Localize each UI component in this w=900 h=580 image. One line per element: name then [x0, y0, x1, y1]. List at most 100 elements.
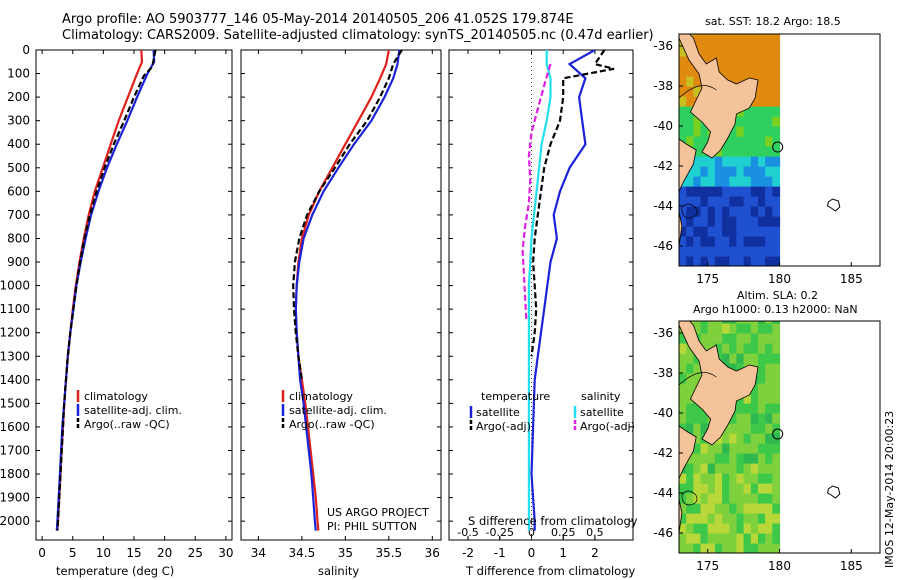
map-cell	[750, 34, 759, 37]
map-cell	[722, 353, 730, 364]
map-cell	[736, 216, 745, 227]
map-cell	[729, 433, 738, 444]
map-cell	[743, 216, 752, 227]
map-cell	[714, 46, 723, 57]
map-cell	[765, 321, 773, 324]
s-difference-axis-label: S difference from climatology	[468, 514, 638, 528]
map-cell	[743, 533, 752, 544]
map-cell	[758, 236, 766, 247]
map-cell	[686, 166, 694, 177]
y-tick-label: 400	[7, 137, 30, 151]
map-cell	[765, 216, 773, 227]
map-cell	[772, 96, 781, 107]
map-cell	[714, 176, 723, 187]
project-label: US ARGO PROJECT	[327, 506, 429, 519]
map-cell	[758, 343, 766, 354]
map-cell	[736, 533, 745, 544]
map-cell	[758, 146, 766, 157]
map-cell	[693, 503, 702, 514]
map-cell	[679, 236, 687, 247]
map-cell	[750, 503, 759, 514]
series-line-salinity-satellite	[527, 50, 552, 531]
map-y-tick-label: -42	[653, 446, 673, 460]
map-cell	[758, 503, 766, 514]
map-cell	[743, 116, 752, 127]
map-cell	[686, 373, 694, 384]
map-cell	[743, 146, 752, 157]
map-cell	[700, 493, 709, 504]
map-cell	[736, 166, 745, 177]
map-cell	[679, 96, 687, 107]
map-cell	[750, 196, 759, 207]
map-cell	[693, 533, 702, 544]
map-cell	[707, 34, 716, 37]
series-group	[521, 50, 615, 531]
map-cell	[714, 226, 723, 237]
map-cell	[743, 403, 752, 414]
map-cell	[765, 453, 773, 464]
map-cell	[750, 323, 759, 334]
map-cell	[693, 323, 702, 334]
map-cell	[707, 256, 716, 266]
map-cell	[729, 236, 738, 247]
map-cell	[743, 493, 752, 504]
map-cell	[758, 321, 766, 324]
map-cell	[765, 156, 773, 167]
map-cell	[679, 66, 687, 77]
map-cell	[765, 403, 773, 414]
map-cell	[736, 503, 745, 514]
map-cell	[765, 206, 773, 217]
map-cell	[714, 443, 723, 454]
y-tick-label: 300	[7, 114, 30, 128]
map-cell	[765, 473, 773, 484]
map-cell	[736, 76, 745, 87]
x-tick-label: 2	[591, 546, 599, 560]
map-cell	[679, 216, 687, 227]
map-cell	[722, 206, 730, 217]
chatham-island-outline	[827, 485, 841, 499]
map-cell	[743, 513, 752, 524]
y-tick-label: 2000	[0, 514, 30, 528]
map-cell	[686, 463, 694, 474]
map-cell	[693, 36, 702, 47]
map-cell	[722, 333, 730, 344]
map-cell	[736, 156, 745, 167]
map-x-tick-label: 185	[840, 272, 863, 286]
legend-label: Argo(-adj)	[580, 420, 635, 433]
map-cell	[679, 206, 687, 217]
chatham-island-outline	[827, 198, 841, 212]
map-cell	[736, 256, 745, 266]
x-tick-label: 15	[126, 546, 141, 560]
map-cell	[714, 34, 723, 37]
north-island-land	[679, 321, 759, 446]
map-cell	[729, 503, 738, 514]
map-cell	[722, 34, 730, 37]
map-cell	[679, 246, 687, 257]
map-cell	[765, 36, 773, 47]
map-cell	[736, 483, 745, 494]
map-cell	[765, 543, 773, 553]
map-cell	[743, 463, 752, 474]
map-cell	[722, 186, 730, 197]
map-cell	[750, 226, 759, 237]
map-cell	[693, 126, 702, 137]
map-cell	[772, 513, 781, 524]
map-cell	[686, 533, 694, 544]
map-cell	[736, 186, 745, 197]
map-cell	[765, 353, 773, 364]
map-cell	[772, 146, 781, 157]
map-cell	[758, 453, 766, 464]
map-y-tick-label: -38	[653, 366, 673, 380]
map-cell	[693, 216, 702, 227]
map-cell	[679, 76, 687, 87]
map-cell	[772, 323, 781, 334]
map-cell	[736, 423, 745, 434]
map-cell	[693, 373, 702, 384]
map-cell	[765, 443, 773, 454]
map-cell	[707, 236, 716, 247]
sst-map-panel: 175 180 185 -36 -38 -40 -42 -44 -46	[653, 33, 881, 286]
map-cell	[686, 403, 694, 414]
map-cell	[736, 473, 745, 484]
map-cell	[772, 343, 781, 354]
map-cell	[750, 96, 759, 107]
